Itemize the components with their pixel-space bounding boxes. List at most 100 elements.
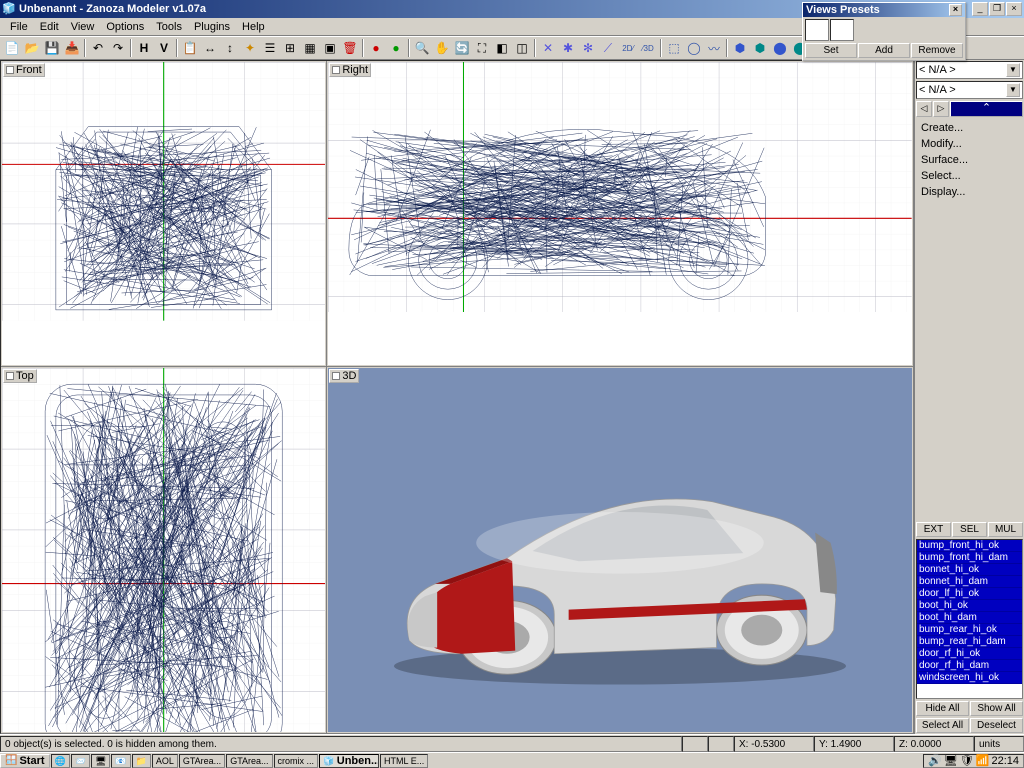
part-item[interactable]: bonnet_hi_ok bbox=[917, 564, 1022, 576]
viewport-front-label[interactable]: Front bbox=[3, 63, 45, 77]
sel-button[interactable]: SEL bbox=[952, 522, 987, 537]
tray-icon[interactable]: 🔊 bbox=[928, 754, 942, 767]
insert-icon[interactable]: 📥 bbox=[62, 38, 82, 58]
h-button[interactable]: H bbox=[134, 38, 154, 58]
poly-icon[interactable]: ⟋ bbox=[598, 38, 618, 58]
menu-surface[interactable]: Surface... bbox=[917, 152, 1022, 168]
minimize-button[interactable]: _ bbox=[972, 2, 988, 16]
mirror-y-icon[interactable]: ↕ bbox=[220, 38, 240, 58]
part-item[interactable]: bump_front_hi_dam bbox=[917, 552, 1022, 564]
red-sphere-icon[interactable]: ● bbox=[366, 38, 386, 58]
green-sphere-icon[interactable]: ● bbox=[386, 38, 406, 58]
box-teal-icon[interactable]: ⬢ bbox=[750, 38, 770, 58]
part-item[interactable]: bump_rear_hi_dam bbox=[917, 636, 1022, 648]
zoom-sel-icon[interactable]: ◧ bbox=[492, 38, 512, 58]
taskbar-task[interactable]: GTArea... bbox=[179, 754, 225, 768]
taskbar-task-active[interactable]: 🧊 Unben... bbox=[319, 754, 379, 768]
delete-icon[interactable]: 🗑 bbox=[340, 38, 360, 58]
quick-launch[interactable]: 🌐 bbox=[51, 754, 70, 768]
preset-add-button[interactable]: Add bbox=[858, 43, 910, 58]
menu-display[interactable]: Display... bbox=[917, 184, 1022, 200]
select-all-button[interactable]: Select All bbox=[916, 718, 969, 733]
views-presets-title-bar[interactable]: Views Presets × bbox=[803, 3, 965, 17]
menu-view[interactable]: View bbox=[65, 20, 101, 34]
viewport-3d[interactable]: 3D bbox=[327, 367, 913, 733]
menu-help[interactable]: Help bbox=[236, 20, 271, 34]
menu-plugins[interactable]: Plugins bbox=[188, 20, 236, 34]
preset-slot[interactable] bbox=[805, 19, 829, 41]
copy-icon[interactable]: 📋 bbox=[180, 38, 200, 58]
save-icon[interactable]: 💾 bbox=[42, 38, 62, 58]
part-item[interactable]: bump_rear_hi_ok bbox=[917, 624, 1022, 636]
preset-remove-button[interactable]: Remove bbox=[911, 43, 963, 58]
preset-set-button[interactable]: Set bbox=[805, 43, 857, 58]
tray-icon[interactable]: 📶 bbox=[976, 754, 990, 767]
mirror-x-icon[interactable]: ↔ bbox=[200, 38, 220, 58]
taskbar-task[interactable]: cromix ... bbox=[274, 754, 319, 768]
vertex-icon[interactable]: ✕ bbox=[538, 38, 558, 58]
menu-select[interactable]: Select... bbox=[917, 168, 1022, 184]
category-dropdown[interactable]: < N/A >▼ bbox=[916, 61, 1023, 79]
subcategory-dropdown[interactable]: < N/A >▼ bbox=[916, 81, 1023, 99]
nav-left-icon[interactable]: ◁ bbox=[916, 101, 932, 117]
taskbar-task[interactable]: GTArea... bbox=[226, 754, 272, 768]
deselect-button[interactable]: Deselect bbox=[970, 718, 1023, 733]
rotate-icon[interactable]: 🔄 bbox=[452, 38, 472, 58]
viewport-3d-label[interactable]: 3D bbox=[329, 369, 359, 383]
part-item[interactable]: boot_hi_dam bbox=[917, 612, 1022, 624]
part-item[interactable]: boot_hi_ok bbox=[917, 600, 1022, 612]
part-item[interactable]: door_rf_hi_dam bbox=[917, 660, 1022, 672]
part-item[interactable]: bump_front_hi_ok bbox=[917, 540, 1022, 552]
menu-options[interactable]: Options bbox=[100, 20, 150, 34]
align-icon[interactable]: ☰ bbox=[260, 38, 280, 58]
menu-modify[interactable]: Modify... bbox=[917, 136, 1022, 152]
start-button[interactable]: 🪟Start bbox=[0, 754, 50, 768]
tray-icon[interactable]: 🖥 bbox=[944, 754, 958, 767]
star-icon[interactable]: ✦ bbox=[240, 38, 260, 58]
v-button[interactable]: V bbox=[154, 38, 174, 58]
box-blue-icon[interactable]: ⬢ bbox=[730, 38, 750, 58]
nav-right-icon[interactable]: ▷ bbox=[933, 101, 949, 117]
taskbar-task[interactable]: 📁 bbox=[132, 754, 151, 768]
pan-icon[interactable]: ✋ bbox=[432, 38, 452, 58]
preset-slot[interactable] bbox=[830, 19, 854, 41]
quick-launch[interactable]: 🖥 bbox=[91, 754, 110, 768]
hide-all-button[interactable]: Hide All bbox=[916, 701, 969, 716]
new-icon[interactable]: 📄 bbox=[2, 38, 22, 58]
viewport-top-label[interactable]: Top bbox=[3, 369, 37, 383]
grid-icon[interactable]: ⊞ bbox=[280, 38, 300, 58]
tray-icon[interactable]: 🛡 bbox=[960, 754, 974, 767]
edge-icon[interactable]: ✱ bbox=[558, 38, 578, 58]
grid2-icon[interactable]: ▦ bbox=[300, 38, 320, 58]
taskbar-task[interactable]: AOL bbox=[152, 754, 178, 768]
menu-edit[interactable]: Edit bbox=[34, 20, 65, 34]
mul-button[interactable]: MUL bbox=[988, 522, 1023, 537]
menu-tools[interactable]: Tools bbox=[150, 20, 188, 34]
show-all-button[interactable]: Show All bbox=[970, 701, 1023, 716]
close-button[interactable]: × bbox=[1006, 2, 1022, 16]
part-item[interactable]: bonnet_hi_dam bbox=[917, 576, 1022, 588]
part-item[interactable]: door_rf_hi_ok bbox=[917, 648, 1022, 660]
redo-icon[interactable]: ↷ bbox=[108, 38, 128, 58]
zoom-reg-icon[interactable]: ◫ bbox=[512, 38, 532, 58]
views-presets-close-icon[interactable]: × bbox=[949, 4, 962, 16]
3d-icon[interactable]: ⁄3D bbox=[638, 38, 658, 58]
tray-clock[interactable]: 22:14 bbox=[991, 755, 1019, 767]
cyl-blue-icon[interactable]: ⬤ bbox=[770, 38, 790, 58]
zoom-extent-icon[interactable]: ⛶ bbox=[472, 38, 492, 58]
select-circ-icon[interactable]: ◯ bbox=[684, 38, 704, 58]
menu-create[interactable]: Create... bbox=[917, 120, 1022, 136]
part-item[interactable]: windscreen_hi_ok bbox=[917, 672, 1022, 684]
viewport-right[interactable]: Right bbox=[327, 61, 913, 366]
taskbar-task[interactable]: HTML E... bbox=[380, 754, 428, 768]
undo-icon[interactable]: ↶ bbox=[88, 38, 108, 58]
cube-icon[interactable]: ▣ bbox=[320, 38, 340, 58]
taskbar-task[interactable]: 📧 bbox=[111, 754, 130, 768]
viewport-right-label[interactable]: Right bbox=[329, 63, 371, 77]
quick-launch[interactable]: 📨 bbox=[71, 754, 90, 768]
part-item[interactable]: door_lf_hi_ok bbox=[917, 588, 1022, 600]
nav-header[interactable]: ⌃ bbox=[950, 101, 1023, 117]
viewport-front[interactable]: Front bbox=[1, 61, 326, 366]
open-icon[interactable]: 📂 bbox=[22, 38, 42, 58]
face-icon[interactable]: ✻ bbox=[578, 38, 598, 58]
